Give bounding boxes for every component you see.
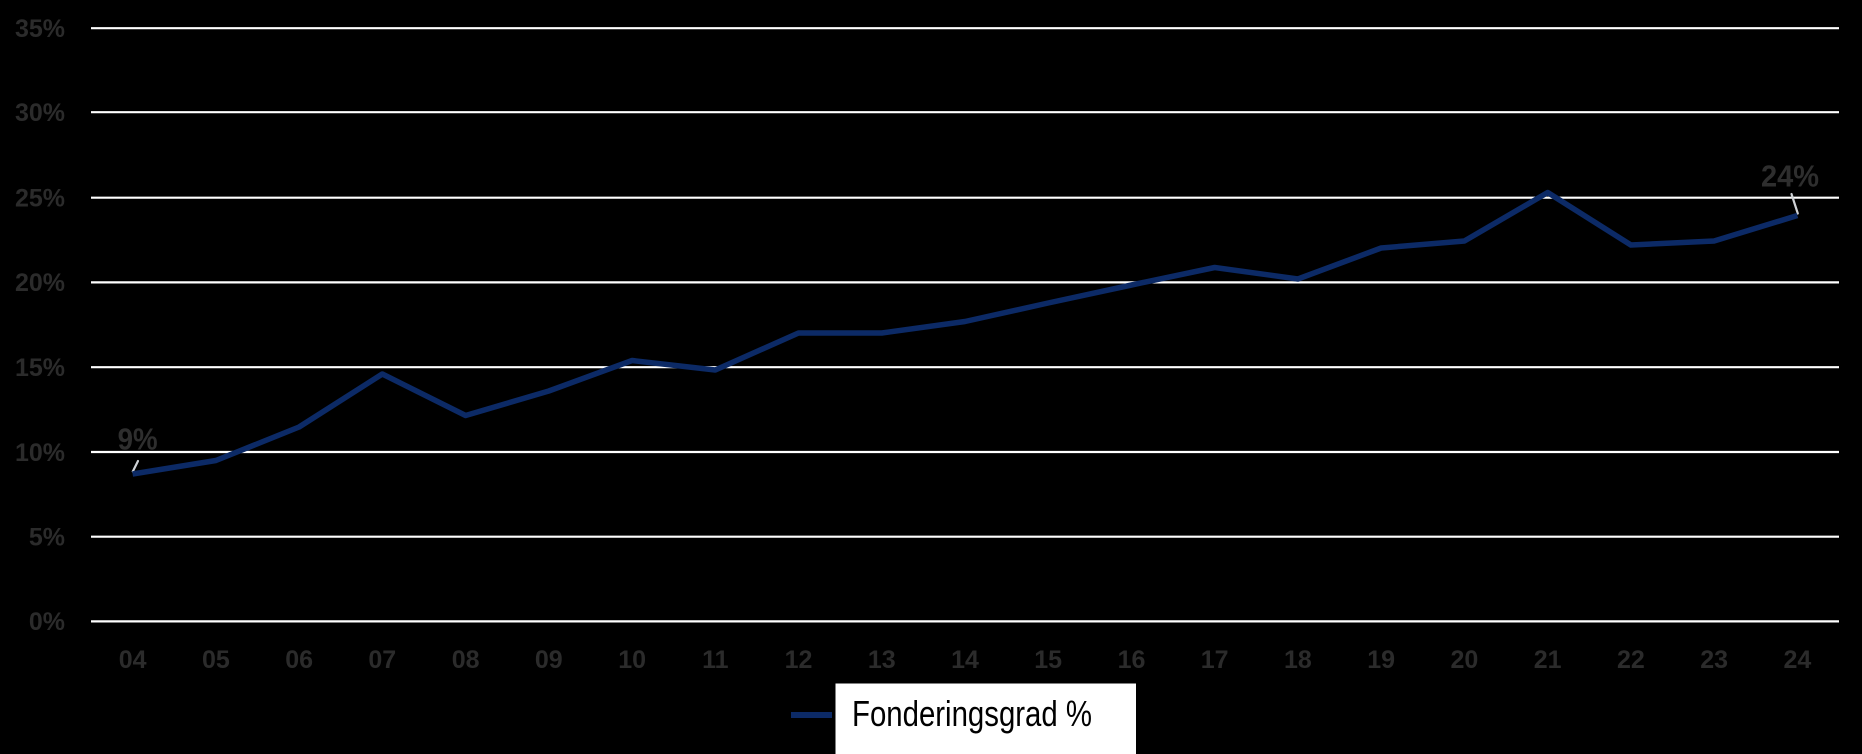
svg-text:15%: 15% [15, 354, 65, 382]
svg-text:10%: 10% [15, 439, 65, 467]
svg-text:11: 11 [702, 646, 729, 674]
svg-text:10: 10 [618, 646, 646, 674]
svg-text:06: 06 [285, 646, 313, 674]
svg-text:20: 20 [1450, 646, 1478, 674]
svg-text:Fonderingsgrad %: Fonderingsgrad % [852, 693, 1092, 734]
svg-text:18: 18 [1284, 646, 1312, 674]
svg-text:07: 07 [368, 646, 396, 674]
svg-text:19: 19 [1367, 646, 1395, 674]
svg-text:30%: 30% [15, 99, 65, 127]
svg-text:5%: 5% [29, 524, 65, 552]
svg-text:35%: 35% [15, 15, 65, 43]
svg-text:09: 09 [535, 646, 563, 674]
svg-text:9%: 9% [118, 422, 158, 457]
svg-text:24%: 24% [1761, 159, 1819, 194]
svg-text:23: 23 [1700, 646, 1728, 674]
svg-text:21: 21 [1534, 646, 1562, 674]
svg-text:14: 14 [951, 646, 979, 674]
svg-text:20%: 20% [15, 269, 65, 297]
svg-text:0%: 0% [29, 608, 65, 636]
svg-text:24: 24 [1783, 646, 1811, 674]
svg-text:08: 08 [452, 646, 480, 674]
svg-text:22: 22 [1617, 646, 1645, 674]
svg-text:25%: 25% [15, 185, 65, 213]
svg-text:12: 12 [785, 646, 813, 674]
svg-text:17: 17 [1201, 646, 1229, 674]
svg-text:15: 15 [1034, 646, 1062, 674]
svg-text:05: 05 [202, 646, 230, 674]
svg-text:13: 13 [868, 646, 896, 674]
svg-text:16: 16 [1118, 646, 1146, 674]
svg-text:04: 04 [119, 646, 147, 674]
